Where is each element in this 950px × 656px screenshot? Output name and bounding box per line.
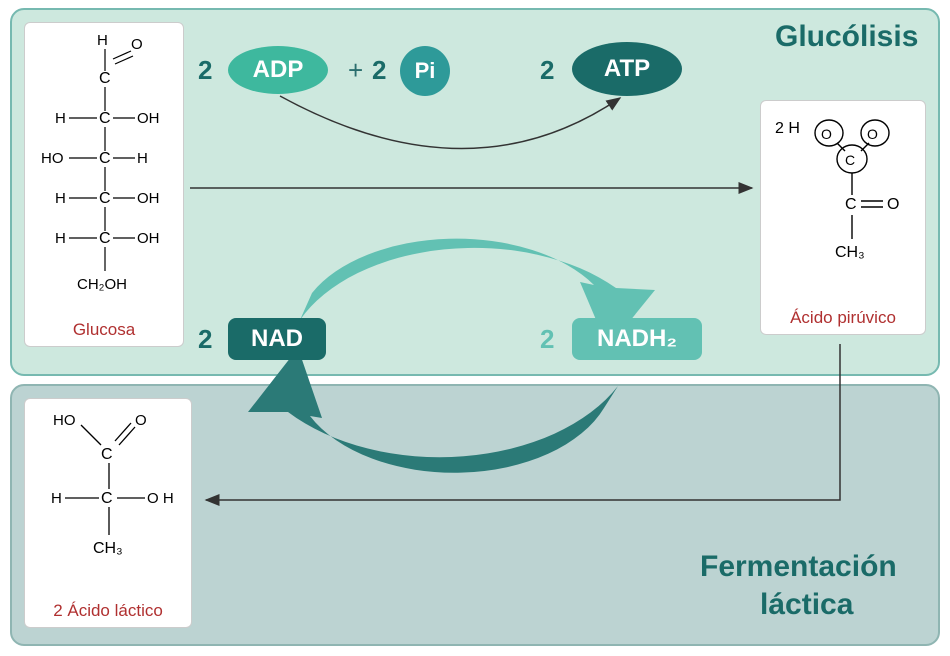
svg-text:H: H — [55, 110, 66, 127]
svg-text:HO: HO — [41, 150, 64, 167]
svg-text:O: O — [867, 126, 878, 142]
molecule-lactate: HO O C H C O H CH₃ 2 Ácido láctico — [24, 398, 192, 628]
title-fermentation-line1: Fermentación — [700, 550, 897, 584]
svg-text:C: C — [99, 110, 111, 127]
svg-text:O: O — [821, 126, 832, 142]
svg-text:O: O — [887, 196, 899, 213]
pill-atp: ATP — [572, 42, 682, 96]
label-lactate: 2 Ácido láctico — [35, 601, 181, 621]
coef-pi: 2 — [372, 55, 386, 86]
svg-text:H: H — [51, 490, 62, 507]
svg-text:CH₃: CH₃ — [835, 244, 865, 261]
svg-text:H: H — [55, 190, 66, 207]
svg-text:H: H — [55, 230, 66, 247]
structure-glucose: H O C H C OH HO C H H C OH — [35, 31, 175, 311]
pill-nadh: NADH₂ — [572, 318, 702, 360]
coef-adp: 2 — [198, 55, 212, 86]
svg-text:O: O — [135, 412, 147, 429]
molecule-glucose: H O C H C OH HO C H H C OH — [24, 22, 184, 347]
coef-nad: 2 — [198, 324, 212, 355]
svg-text:C: C — [99, 150, 111, 167]
structure-lactate: HO O C H C O H CH₃ — [35, 407, 183, 592]
svg-text:C: C — [845, 152, 855, 168]
svg-text:CH₃: CH₃ — [93, 540, 123, 557]
pill-nad: NAD — [228, 318, 326, 360]
svg-text:O: O — [131, 36, 143, 53]
svg-text:OH: OH — [137, 190, 160, 207]
svg-text:O H: O H — [147, 490, 174, 507]
title-glycolysis: Glucólisis — [775, 20, 918, 54]
svg-text:C: C — [99, 70, 111, 87]
label-glucose: Glucosa — [35, 320, 173, 340]
svg-text:H: H — [137, 150, 148, 167]
label-pyruvate: Ácido pirúvico — [771, 308, 915, 328]
coef-atp: 2 — [540, 55, 554, 86]
svg-text:H: H — [97, 32, 108, 49]
svg-text:C: C — [101, 490, 113, 507]
structure-pyruvate: 2 H O O C C O CH₃ — [771, 109, 917, 299]
pill-pi: Pi — [400, 46, 450, 96]
coef-nadh: 2 — [540, 324, 554, 355]
pill-adp: ADP — [228, 46, 328, 94]
svg-text:C: C — [101, 446, 113, 463]
svg-text:C: C — [845, 196, 857, 213]
svg-text:C: C — [99, 230, 111, 247]
molecule-pyruvate: 2 H O O C C O CH₃ Ácido pirúvico — [760, 100, 926, 335]
title-fermentation-line2: láctica — [760, 588, 853, 622]
coef-pyruvate: 2 H — [775, 120, 800, 137]
plus-sign: + — [348, 55, 363, 86]
svg-text:OH: OH — [137, 110, 160, 127]
svg-text:OH: OH — [137, 230, 160, 247]
svg-text:HO: HO — [53, 412, 76, 429]
svg-text:C: C — [99, 190, 111, 207]
svg-text:CH₂OH: CH₂OH — [77, 276, 127, 293]
